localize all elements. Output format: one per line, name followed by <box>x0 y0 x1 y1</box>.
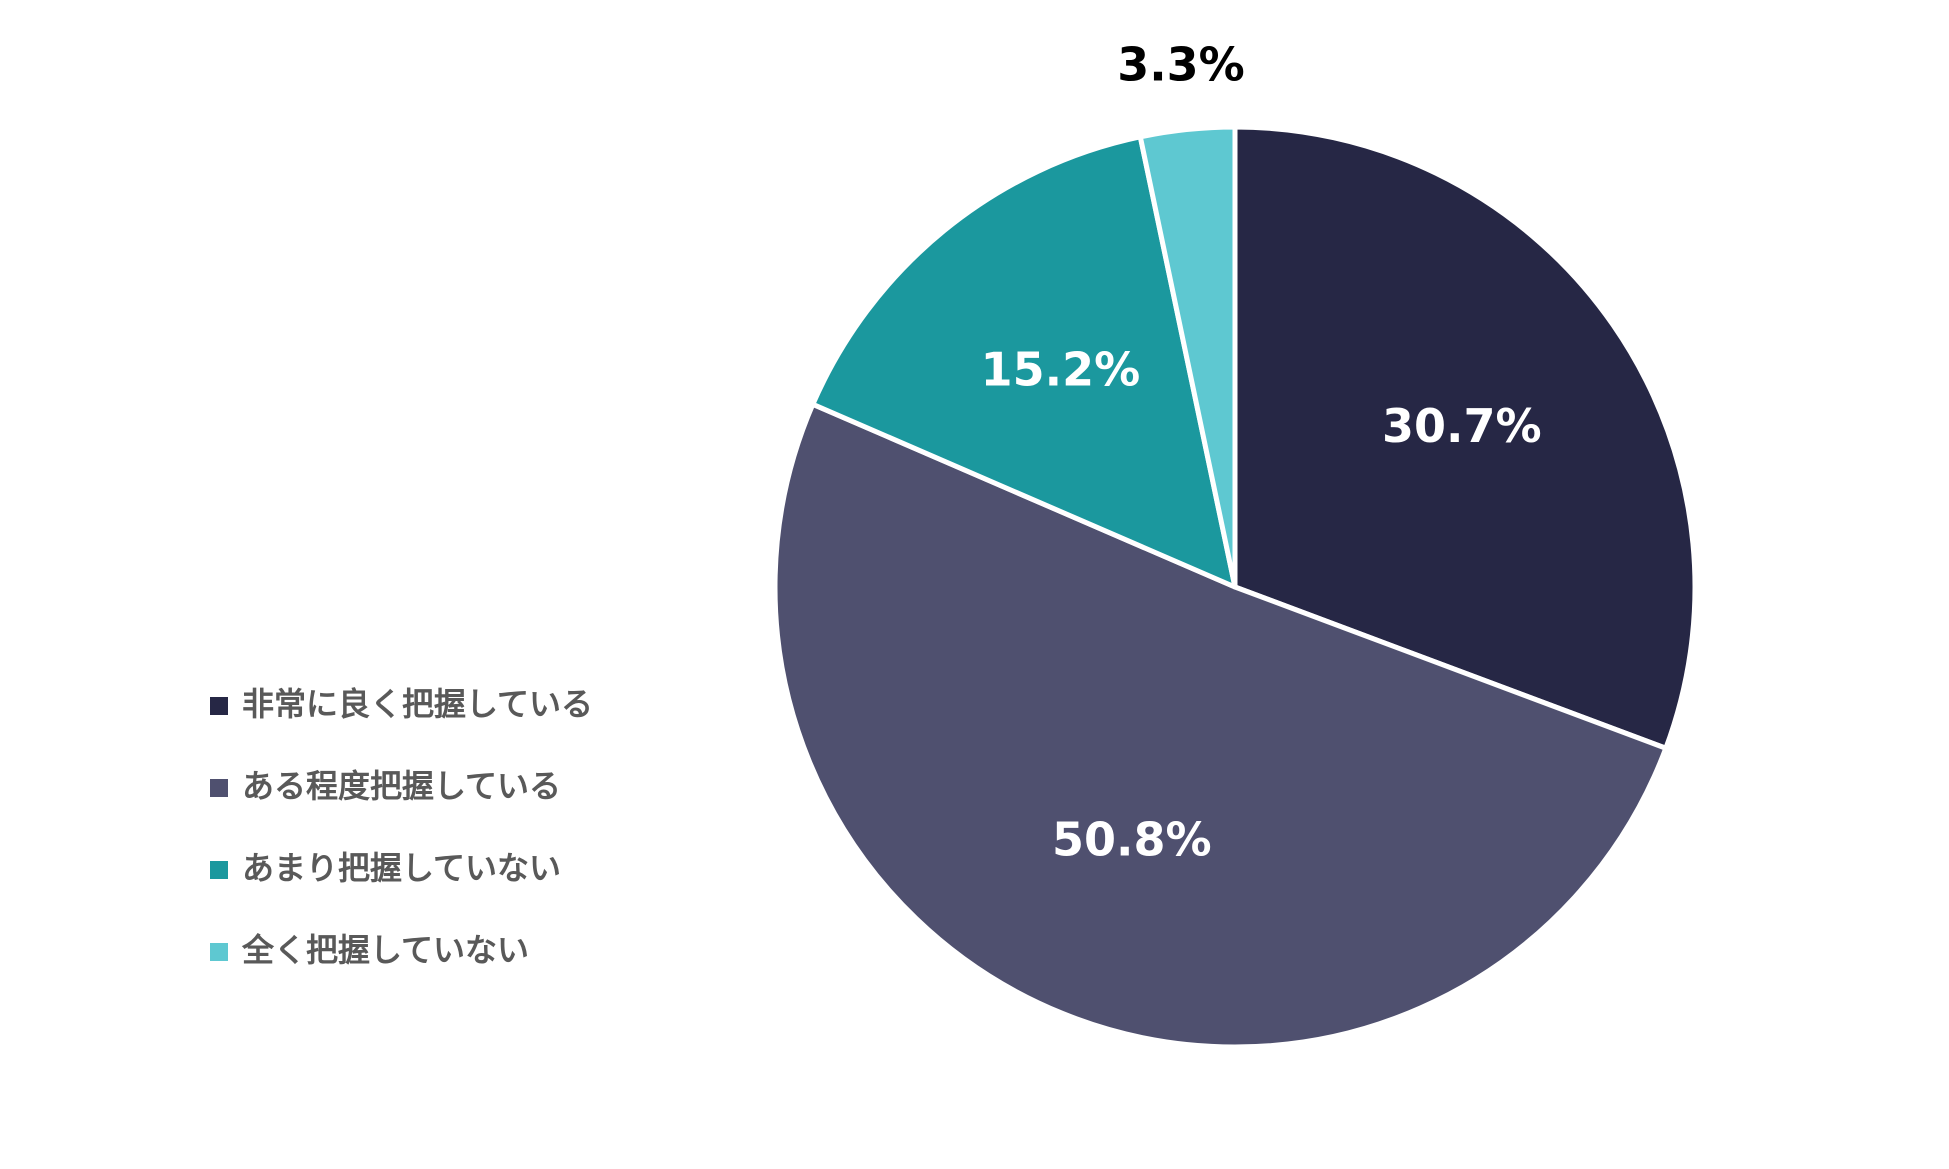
legend-label: ある程度把握している <box>242 767 561 805</box>
pie-slice <box>1232 124 1698 751</box>
legend-swatch <box>210 779 228 797</box>
data-label: 50.8% <box>1052 812 1212 866</box>
pie-slice <box>810 134 1238 590</box>
pie-slice <box>1137 124 1238 590</box>
legend-label: あまり把握していない <box>242 849 561 887</box>
data-label: 15.2% <box>981 343 1141 397</box>
legend-swatch <box>210 861 228 879</box>
legend-label: 非常に良く把握している <box>242 685 593 723</box>
pie-slice <box>772 401 1669 1050</box>
legend-swatch <box>210 697 228 715</box>
data-label: 3.3% <box>1117 37 1245 91</box>
legend-label: 全く把握していない <box>241 931 529 969</box>
legend-swatch <box>210 943 228 961</box>
data-label: 30.7% <box>1382 399 1542 453</box>
